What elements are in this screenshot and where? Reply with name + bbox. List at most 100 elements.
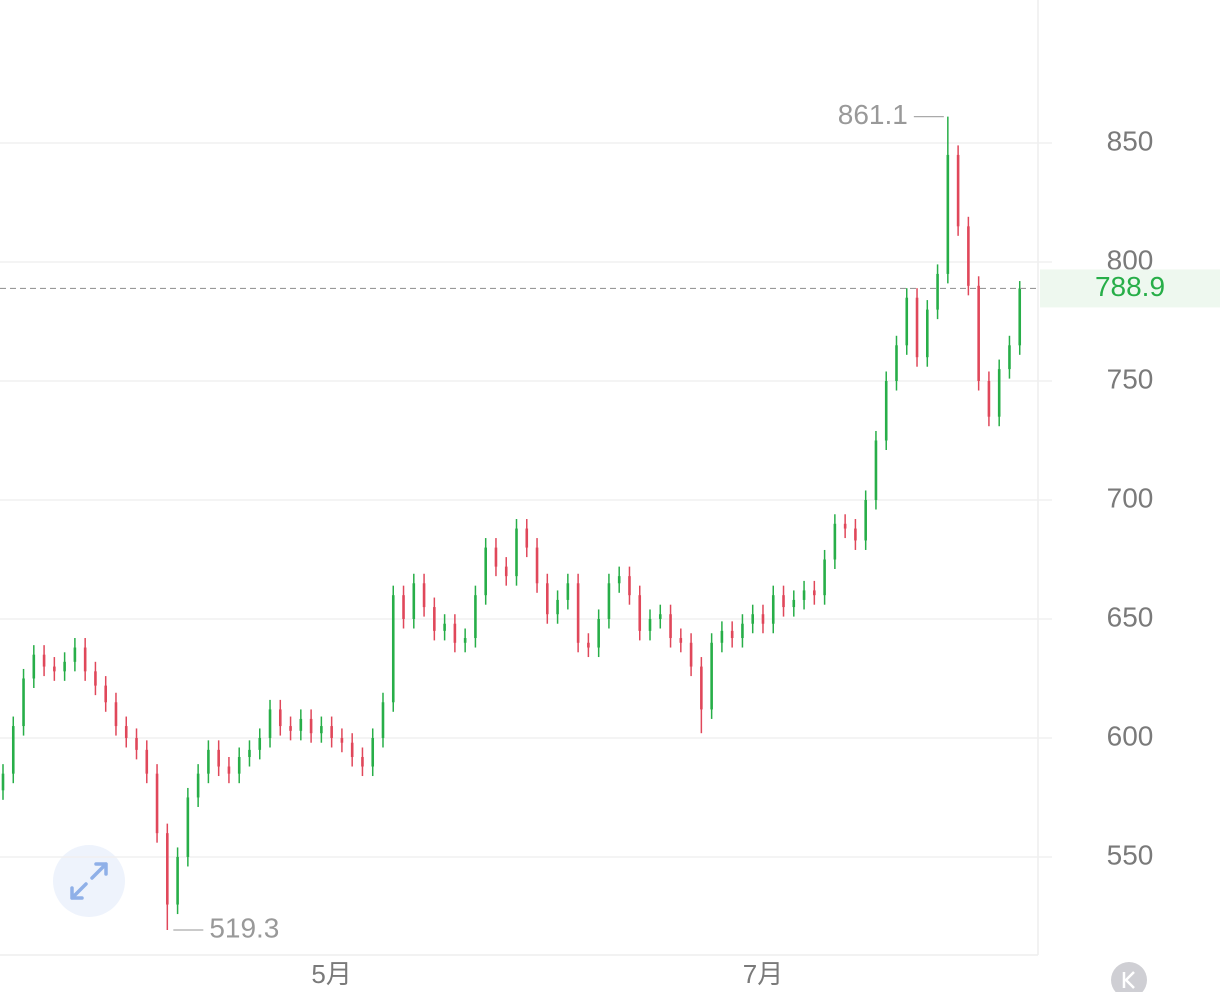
- candle-body: [638, 595, 642, 631]
- candle-body: [884, 381, 888, 441]
- candle-body: [278, 709, 282, 727]
- candle-body: [833, 523, 837, 560]
- k-button-bg[interactable]: [1111, 962, 1147, 997]
- candle-body: [412, 583, 416, 619]
- candle-body: [628, 576, 631, 596]
- candle-body: [53, 666, 56, 672]
- candle-body: [73, 647, 77, 662]
- candle-body: [371, 737, 375, 767]
- candle-body: [83, 647, 87, 672]
- candle-body: [155, 773, 159, 834]
- candle-body: [94, 671, 97, 686]
- y-tick-label: 750: [1107, 363, 1154, 394]
- low-label: 519.3: [209, 912, 279, 943]
- candle-body: [936, 273, 939, 310]
- candle-body: [576, 583, 580, 643]
- expand-icon[interactable]: [70, 862, 108, 900]
- candle-body: [1, 773, 5, 791]
- candle-body: [823, 559, 826, 596]
- candle-body: [391, 595, 395, 703]
- candle-body: [22, 678, 25, 727]
- candle-body: [217, 749, 220, 767]
- candle-body: [124, 726, 128, 738]
- candle-body: [422, 583, 426, 608]
- candle-body: [453, 623, 457, 643]
- y-tick-label: 650: [1107, 601, 1154, 632]
- candle-body: [268, 709, 272, 738]
- candle-body: [361, 757, 364, 767]
- expand-button[interactable]: [53, 845, 125, 917]
- candle-body: [433, 607, 436, 631]
- expand-button-bg[interactable]: [53, 845, 125, 917]
- candle-body: [32, 654, 36, 679]
- candle-body: [289, 726, 292, 731]
- candle-body: [854, 528, 857, 541]
- candle-body: [402, 595, 405, 619]
- candle-body: [771, 595, 775, 624]
- candle-body: [474, 595, 477, 639]
- candle-body: [607, 583, 611, 619]
- candle-body: [135, 737, 138, 750]
- candle-body: [997, 369, 1001, 417]
- candle-body: [864, 499, 867, 541]
- candle-body: [710, 642, 713, 710]
- candle-body: [1008, 345, 1011, 370]
- y-tick-label: 550: [1107, 839, 1154, 870]
- candle-body: [207, 749, 210, 774]
- candle-body: [566, 583, 570, 600]
- candle-body: [669, 614, 672, 639]
- y-tick-label: 850: [1107, 125, 1154, 156]
- candle-body: [905, 297, 909, 346]
- candle-body: [617, 576, 621, 584]
- candle-body: [525, 528, 529, 548]
- candle-body: [987, 381, 991, 417]
- candle-body: [730, 630, 734, 639]
- k-icon[interactable]: [1122, 971, 1135, 989]
- candle-body: [248, 749, 251, 758]
- candle-body: [63, 661, 66, 672]
- candle-body: [556, 599, 559, 615]
- candle-body: [658, 614, 662, 619]
- candle-body: [11, 726, 15, 774]
- candle-body: [792, 599, 796, 608]
- candle-body: [176, 856, 179, 905]
- candle-body: [166, 833, 169, 905]
- candle-body: [299, 718, 303, 731]
- candle-body: [895, 345, 898, 382]
- candle-body: [535, 547, 539, 584]
- candle-body: [443, 623, 446, 631]
- candle-body: [340, 737, 344, 743]
- candle-body: [546, 583, 549, 615]
- candle-body: [741, 623, 744, 639]
- candle-body: [463, 638, 467, 643]
- candle-body: [956, 154, 960, 227]
- candle-body: [320, 726, 323, 734]
- candle-body: [782, 595, 785, 608]
- candle-body: [720, 630, 724, 643]
- candle-body: [926, 309, 929, 358]
- last-price-box: [1040, 269, 1220, 308]
- candle-body: [504, 566, 508, 577]
- candle-body: [330, 726, 333, 738]
- candle-body: [42, 654, 46, 667]
- candle-body: [227, 766, 231, 774]
- candle-body: [946, 154, 950, 274]
- last-price-label: 788.9: [1095, 271, 1165, 302]
- candle-body: [258, 737, 262, 750]
- candle-body: [679, 638, 683, 643]
- candle-body: [915, 297, 919, 358]
- candle-body: [196, 773, 200, 798]
- candle-body: [689, 642, 693, 667]
- x-tick-label: 7月: [743, 959, 783, 989]
- candle-body: [813, 590, 816, 596]
- y-tick-label: 600: [1107, 720, 1154, 751]
- x-tick-label: 5月: [311, 959, 351, 989]
- candle-body: [145, 749, 149, 774]
- candle-body: [802, 590, 806, 600]
- k-button[interactable]: [1111, 962, 1147, 997]
- candle-body: [977, 285, 980, 382]
- candle-body: [1018, 288, 1022, 346]
- y-tick-label: 700: [1107, 482, 1154, 513]
